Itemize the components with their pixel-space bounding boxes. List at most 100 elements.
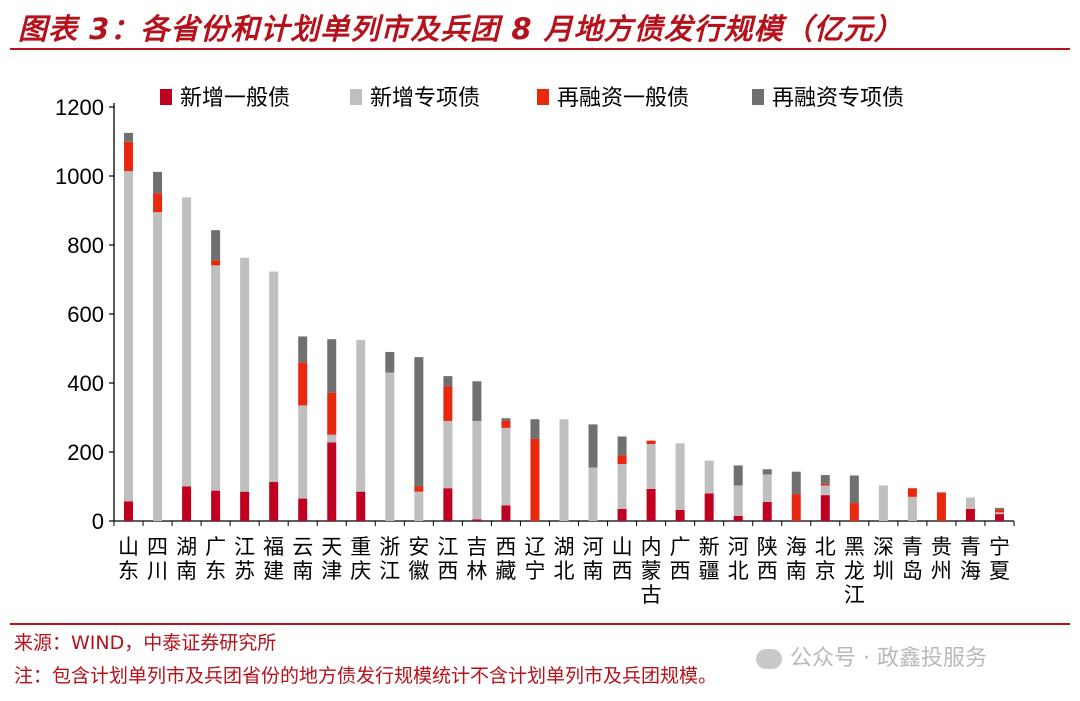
x-tick-label-北京: 京 bbox=[815, 559, 836, 583]
y-tick-label: 0 bbox=[92, 509, 104, 534]
bar-西藏-s3 bbox=[501, 418, 511, 421]
x-tick-label-内蒙古: 内 bbox=[641, 535, 662, 559]
x-tick-label-浙江: 江 bbox=[379, 559, 400, 583]
bar-云南-s2 bbox=[298, 362, 308, 406]
x-tick-label-福建: 福 bbox=[263, 535, 284, 559]
bar-内蒙古-s0 bbox=[646, 488, 656, 521]
bar-深圳-s1 bbox=[878, 485, 888, 521]
bar-山西-s0 bbox=[617, 508, 627, 521]
x-tick-label-天津: 天 bbox=[321, 535, 342, 559]
x-tick-label-西藏: 藏 bbox=[495, 559, 516, 583]
bar-山西-s3 bbox=[617, 436, 627, 456]
bar-浙江-s3 bbox=[385, 351, 395, 373]
bar-青岛-s1 bbox=[907, 496, 917, 521]
y-tick-label: 400 bbox=[67, 371, 104, 396]
x-tick-label-湖北: 湖 bbox=[554, 535, 575, 559]
bar-安徽-s2 bbox=[414, 486, 424, 492]
bar-安徽-s3 bbox=[414, 357, 424, 487]
bar-重庆-s1 bbox=[356, 339, 366, 492]
bar-天津-s3 bbox=[327, 339, 337, 393]
bar-宁夏-s0 bbox=[994, 514, 1004, 521]
bar-江苏-s1 bbox=[240, 257, 250, 492]
x-tick-label-云南: 南 bbox=[292, 559, 313, 583]
watermark-text: 公众号 · 政鑫投服务 bbox=[790, 646, 987, 671]
bar-江西-s1 bbox=[443, 420, 453, 489]
bar-广东-s2 bbox=[211, 260, 221, 266]
bar-辽宁-s2 bbox=[530, 438, 540, 521]
bar-四川-s2 bbox=[153, 193, 163, 213]
legend-swatch-0 bbox=[160, 89, 172, 105]
top-divider bbox=[10, 48, 1070, 50]
x-tick-label-海南: 海 bbox=[786, 535, 807, 559]
x-tick-label-江苏: 江 bbox=[234, 535, 255, 559]
x-tick-label-青岛: 青 bbox=[902, 535, 923, 559]
bar-黑龙江-s3 bbox=[849, 475, 859, 504]
x-tick-label-广西: 广 bbox=[670, 535, 691, 559]
x-tick-label-新疆: 疆 bbox=[699, 559, 720, 583]
bar-浙江-s1 bbox=[385, 372, 395, 521]
x-tick-label-广东: 广 bbox=[205, 535, 226, 559]
bar-湖北-s1 bbox=[559, 419, 569, 521]
x-tick-label-西藏: 西 bbox=[495, 535, 516, 559]
x-tick-label-江西: 西 bbox=[437, 559, 458, 583]
bar-青岛-s2 bbox=[907, 488, 917, 497]
x-tick-label-广西: 西 bbox=[670, 559, 691, 583]
watermark: 公众号 · 政鑫投服务 bbox=[756, 640, 987, 672]
bar-陕西-s1 bbox=[762, 474, 772, 503]
legend-swatch-1 bbox=[350, 89, 362, 105]
bottom-divider bbox=[10, 623, 1070, 625]
x-tick-label-北京: 北 bbox=[815, 535, 836, 559]
bar-湖南-s0 bbox=[182, 486, 192, 521]
bar-天津-s0 bbox=[327, 442, 337, 521]
y-tick-label: 1200 bbox=[55, 95, 104, 120]
x-tick-label-宁夏: 宁 bbox=[989, 535, 1010, 559]
bar-云南-s0 bbox=[298, 498, 308, 521]
bar-湖南-s1 bbox=[182, 197, 192, 487]
bar-云南-s3 bbox=[298, 336, 308, 363]
x-tick-label-江西: 江 bbox=[437, 535, 458, 559]
bar-四川-s1 bbox=[153, 212, 163, 521]
x-tick-label-天津: 津 bbox=[321, 559, 342, 583]
bar-吉林-s0 bbox=[472, 519, 482, 521]
bar-内蒙古-s1 bbox=[646, 444, 656, 489]
x-tick-label-湖北: 北 bbox=[554, 559, 575, 583]
x-tick-label-山西: 山 bbox=[612, 535, 633, 559]
bar-宁夏-s1 bbox=[994, 512, 1004, 515]
x-tick-label-四川: 川 bbox=[147, 559, 168, 583]
bar-宁夏-s2 bbox=[994, 509, 1004, 513]
x-tick-label-陕西: 陕 bbox=[757, 535, 778, 559]
bar-广东-s3 bbox=[211, 230, 221, 261]
bar-河北-s1 bbox=[733, 485, 743, 516]
bar-山西-s2 bbox=[617, 455, 627, 465]
x-tick-label-海南: 南 bbox=[786, 559, 807, 583]
bar-四川-s3 bbox=[153, 171, 163, 194]
bar-黑龙江-s2 bbox=[849, 503, 859, 521]
wechat-icon bbox=[756, 649, 782, 669]
legend-label-2: 再融资一般债 bbox=[557, 86, 689, 111]
x-tick-label-河南: 南 bbox=[583, 559, 604, 583]
x-tick-label-贵州: 州 bbox=[931, 559, 952, 583]
bar-安徽-s1 bbox=[414, 491, 424, 521]
x-tick-label-黑龙江: 江 bbox=[844, 583, 865, 607]
x-tick-label-青海: 海 bbox=[960, 559, 981, 583]
bar-广西-s0 bbox=[675, 509, 685, 521]
bar-山东-s2 bbox=[124, 141, 134, 172]
x-tick-label-山东: 山 bbox=[118, 535, 139, 559]
bar-福建-s1 bbox=[269, 271, 279, 483]
footnote: 注：包含计划单列市及兵团省份的地方债发行规模统计不含计划单列市及兵团规模。 bbox=[14, 665, 718, 687]
bar-新疆-s0 bbox=[704, 493, 714, 521]
x-tick-label-江苏: 苏 bbox=[234, 559, 255, 583]
x-tick-label-宁夏: 夏 bbox=[989, 559, 1010, 583]
x-tick-label-黑龙江: 龙 bbox=[844, 559, 865, 583]
x-tick-label-安徽: 安 bbox=[408, 535, 429, 559]
bar-海南-s2 bbox=[791, 494, 801, 521]
bar-天津-s2 bbox=[327, 392, 337, 435]
bar-辽宁-s3 bbox=[530, 419, 540, 439]
bar-青海-s0 bbox=[965, 508, 975, 521]
x-tick-label-浙江: 浙 bbox=[379, 535, 400, 559]
x-tick-label-辽宁: 辽 bbox=[524, 535, 545, 559]
y-tick-label: 600 bbox=[67, 302, 104, 327]
legend-swatch-3 bbox=[752, 89, 764, 105]
x-tick-label-吉林: 吉 bbox=[466, 535, 487, 559]
legend-swatch-2 bbox=[537, 89, 549, 105]
